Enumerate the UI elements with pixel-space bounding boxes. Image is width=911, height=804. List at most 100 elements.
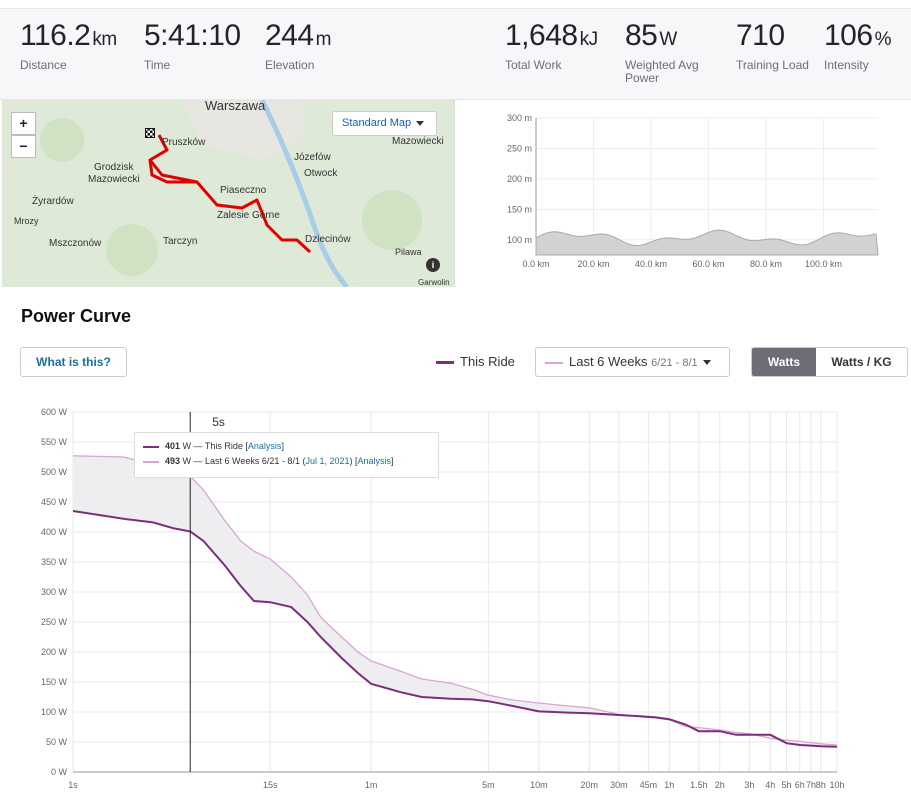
compare-period-range: 6/21 - 8/1 — [651, 357, 698, 369]
stat-label: Elevation — [265, 58, 315, 72]
stat-unit: W — [659, 29, 677, 50]
stat-training-load: 710 Training Load — [736, 19, 809, 72]
tooltip-text: W — This Ride — [182, 441, 243, 451]
legend-label: This Ride — [460, 354, 515, 369]
y-tick-label: 200 W — [41, 647, 68, 657]
chevron-down-icon — [702, 360, 711, 366]
map-label: Grodzisk — [94, 162, 134, 173]
y-tick-label: 500 W — [41, 467, 68, 477]
tooltip-row-last-weeks: 493 W — Last 6 Weeks 6/21 - 8/1 (Jul 1, … — [143, 454, 430, 469]
series-line-last-6-weeks — [72, 455, 838, 746]
zoom-out-button[interactable]: − — [11, 135, 36, 158]
unit-toggle: Watts Watts / KG — [751, 347, 908, 377]
watts-per-kg-toggle-button[interactable]: Watts / KG — [816, 348, 907, 376]
y-tick-label: 250 W — [41, 617, 68, 627]
y-tick-label: 100 m — [507, 235, 532, 245]
map-label: Dziecinów — [305, 234, 351, 245]
stat-label: Intensity — [824, 58, 869, 72]
y-tick-label: 150 W — [41, 677, 68, 687]
map-label: Otwock — [304, 168, 338, 179]
x-tick-label: 5m — [482, 780, 495, 790]
what-is-this-button[interactable]: What is this? — [20, 347, 127, 377]
x-tick-label: 5h — [782, 780, 792, 790]
tooltip-row-this-ride: 401 W — This Ride [Analysis] — [143, 439, 430, 454]
stat-value: 116.2 — [20, 19, 91, 52]
y-tick-label: 300 m — [507, 113, 532, 123]
zoom-in-button[interactable]: + — [11, 112, 36, 135]
x-tick-label: 3h — [744, 780, 754, 790]
x-tick-label: 45m — [640, 780, 658, 790]
map-label: Żyrardów — [32, 196, 74, 207]
x-tick-label: 60.0 km — [692, 259, 724, 269]
x-tick-label: 1h — [664, 780, 674, 790]
chevron-down-icon — [416, 120, 425, 126]
tooltip-range: 6/21 - 8/1 — [261, 456, 300, 466]
chart-tooltip: 401 W — This Ride [Analysis] 493 W — Las… — [134, 432, 439, 478]
stat-unit: % — [874, 29, 892, 50]
legend-this-ride[interactable]: This Ride — [436, 354, 515, 369]
stat-unit: m — [315, 29, 332, 50]
map-label: Piaseczno — [220, 185, 267, 196]
x-tick-label: 40.0 km — [635, 259, 667, 269]
x-tick-label: 10h — [829, 780, 844, 790]
stat-value: 106 — [824, 19, 873, 52]
x-tick-label: 1m — [365, 780, 378, 790]
map-label: Garwolin — [418, 278, 450, 287]
stat-weighted-power: 85 W Weighted Avg Power — [625, 19, 715, 85]
x-tick-label: 8h — [816, 780, 826, 790]
route-map[interactable]: Warszawa Mazowiecki Pruszków Józefów Otw… — [2, 100, 455, 287]
y-tick-label: 600 W — [41, 407, 68, 417]
map-label: Józefów — [294, 152, 331, 163]
map-label: Mszczonów — [49, 238, 102, 249]
map-label: Warszawa — [205, 100, 266, 113]
legend-swatch — [545, 361, 563, 364]
route-line — [148, 134, 312, 254]
stat-label: Time — [144, 58, 171, 72]
compare-period-label: Last 6 Weeks — [569, 354, 648, 369]
info-icon-glyph: i — [431, 260, 435, 270]
tooltip-swatch — [143, 445, 159, 448]
stat-value: 85 — [625, 19, 658, 52]
stat-label: Total Work — [505, 58, 562, 72]
stat-time: 5:41:10 Time — [144, 19, 243, 72]
stat-unit: kJ — [579, 29, 599, 50]
best-date-link[interactable]: Jul 1, 2021 — [305, 456, 350, 466]
stats-bar: 116.2 km Distance 5:41:10 Time 244 m Eleva… — [0, 8, 911, 100]
analysis-link[interactable]: Analysis — [357, 456, 392, 466]
y-tick-label: 550 W — [41, 437, 68, 447]
power-curve-chart[interactable]: 0 W 50 W 100 W 150 W 200 W 250 W 300 W 350 W 400… — [0, 400, 911, 799]
stat-value: 5:41:10 — [144, 19, 241, 52]
stat-distance: 116.2 km Distance — [20, 19, 117, 72]
series-gap-area — [73, 455, 837, 747]
map-type-select[interactable]: Standard Map — [332, 111, 437, 136]
stat-total-work: 1,648 kJ Total Work — [505, 19, 598, 72]
y-tick-label: 350 W — [41, 557, 68, 567]
y-tick-label: 50 W — [46, 737, 68, 747]
elevation-area — [535, 229, 879, 256]
power-curve-svg: 0 W 50 W 100 W 150 W 200 W 250 W 300 W 350 W 400… — [41, 407, 845, 790]
watts-toggle-button[interactable]: Watts — [752, 348, 816, 376]
map-label: Mazowiecki — [88, 174, 140, 185]
stat-label: Weighted Avg Power — [625, 58, 699, 85]
x-tick-label: 1.5h — [690, 780, 708, 790]
map-label: Mrozy — [14, 216, 39, 226]
series-line-this-ride — [72, 510, 838, 748]
elevation-chart: 300 m 250 m 200 m 150 m 100 m 0.0 km 20.0 km 40… — [456, 100, 911, 287]
x-tick-label: 2h — [715, 780, 725, 790]
x-tick-label: 4h — [765, 780, 775, 790]
map-label: Zalesie Górne — [217, 210, 280, 221]
x-tick-label: 6h — [795, 780, 805, 790]
map-label: Pruszków — [162, 137, 206, 148]
info-icon[interactable]: i — [426, 258, 440, 272]
analysis-link[interactable]: Analysis — [247, 441, 282, 451]
y-tick-label: 300 W — [41, 587, 68, 597]
y-tick-label: 200 m — [507, 174, 532, 184]
compare-period-select[interactable]: Last 6 Weeks 6/21 - 8/1 — [535, 347, 730, 377]
y-tick-label: 0 W — [51, 767, 68, 777]
tooltip-value: 493 — [165, 456, 181, 466]
y-tick-label: 150 m — [507, 204, 532, 214]
map-label: Pilawa — [395, 247, 422, 257]
map-label: Mazowiecki — [392, 136, 444, 147]
stat-unit: km — [92, 29, 117, 50]
y-tick-label: 400 W — [41, 527, 68, 537]
